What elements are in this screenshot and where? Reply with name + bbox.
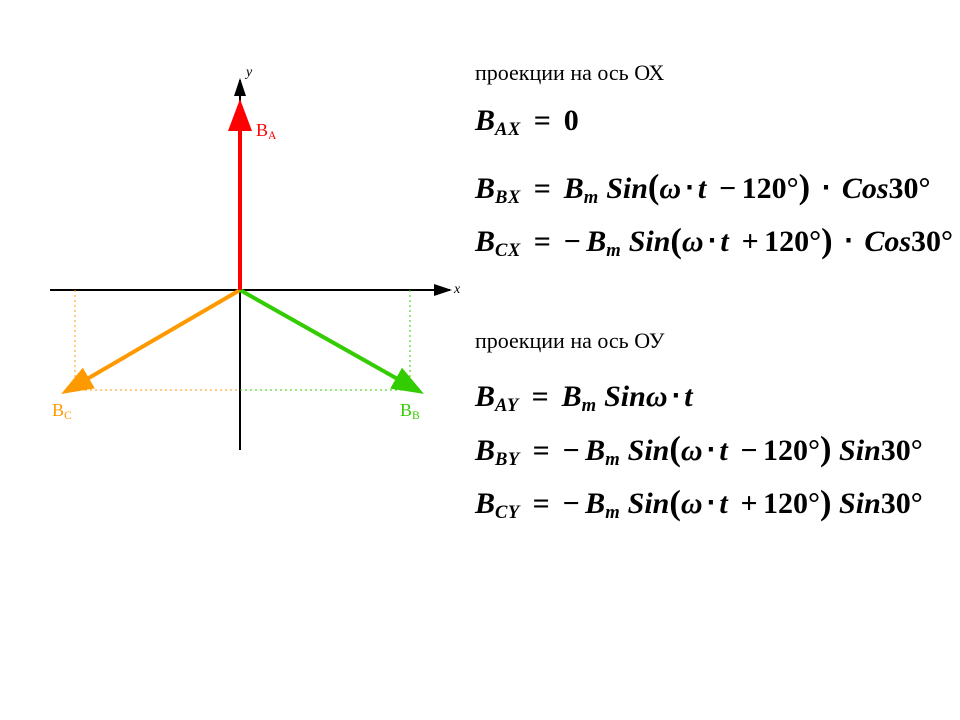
vector-b <box>240 290 410 386</box>
eq-bcx: BCX = −Bm Sin(ω⋅t +120°) ⋅ Cos30° <box>475 222 945 262</box>
eq-bcy: BCY = −Bm Sin(ω⋅t +120°) Sin30° <box>475 484 945 524</box>
heading-oy: проекции на ось ОУ <box>475 328 945 354</box>
label-ba: BA <box>256 120 276 142</box>
label-bb: BB <box>400 400 420 422</box>
x-axis-label: x <box>453 282 460 297</box>
eq-bbx: BBX = Bm Sin(ω⋅t −120°) ⋅ Cos30° <box>475 169 945 209</box>
y-axis-label: y <box>244 65 253 80</box>
vector-diagram: x y <box>30 50 460 450</box>
eq-bay: BAY = Bm Sinω⋅t <box>475 380 945 417</box>
eq-bax: BAX = 0 <box>475 104 945 141</box>
eq-bby: BBY = −Bm Sin(ω⋅t −120°) Sin30° <box>475 431 945 471</box>
label-bc: BC <box>52 400 72 422</box>
equations-block: проекции на ось ОХ BAX = 0 BBX = Bm Sin(… <box>475 60 945 538</box>
vector-c <box>75 290 240 386</box>
heading-ox: проекции на ось ОХ <box>475 60 945 86</box>
